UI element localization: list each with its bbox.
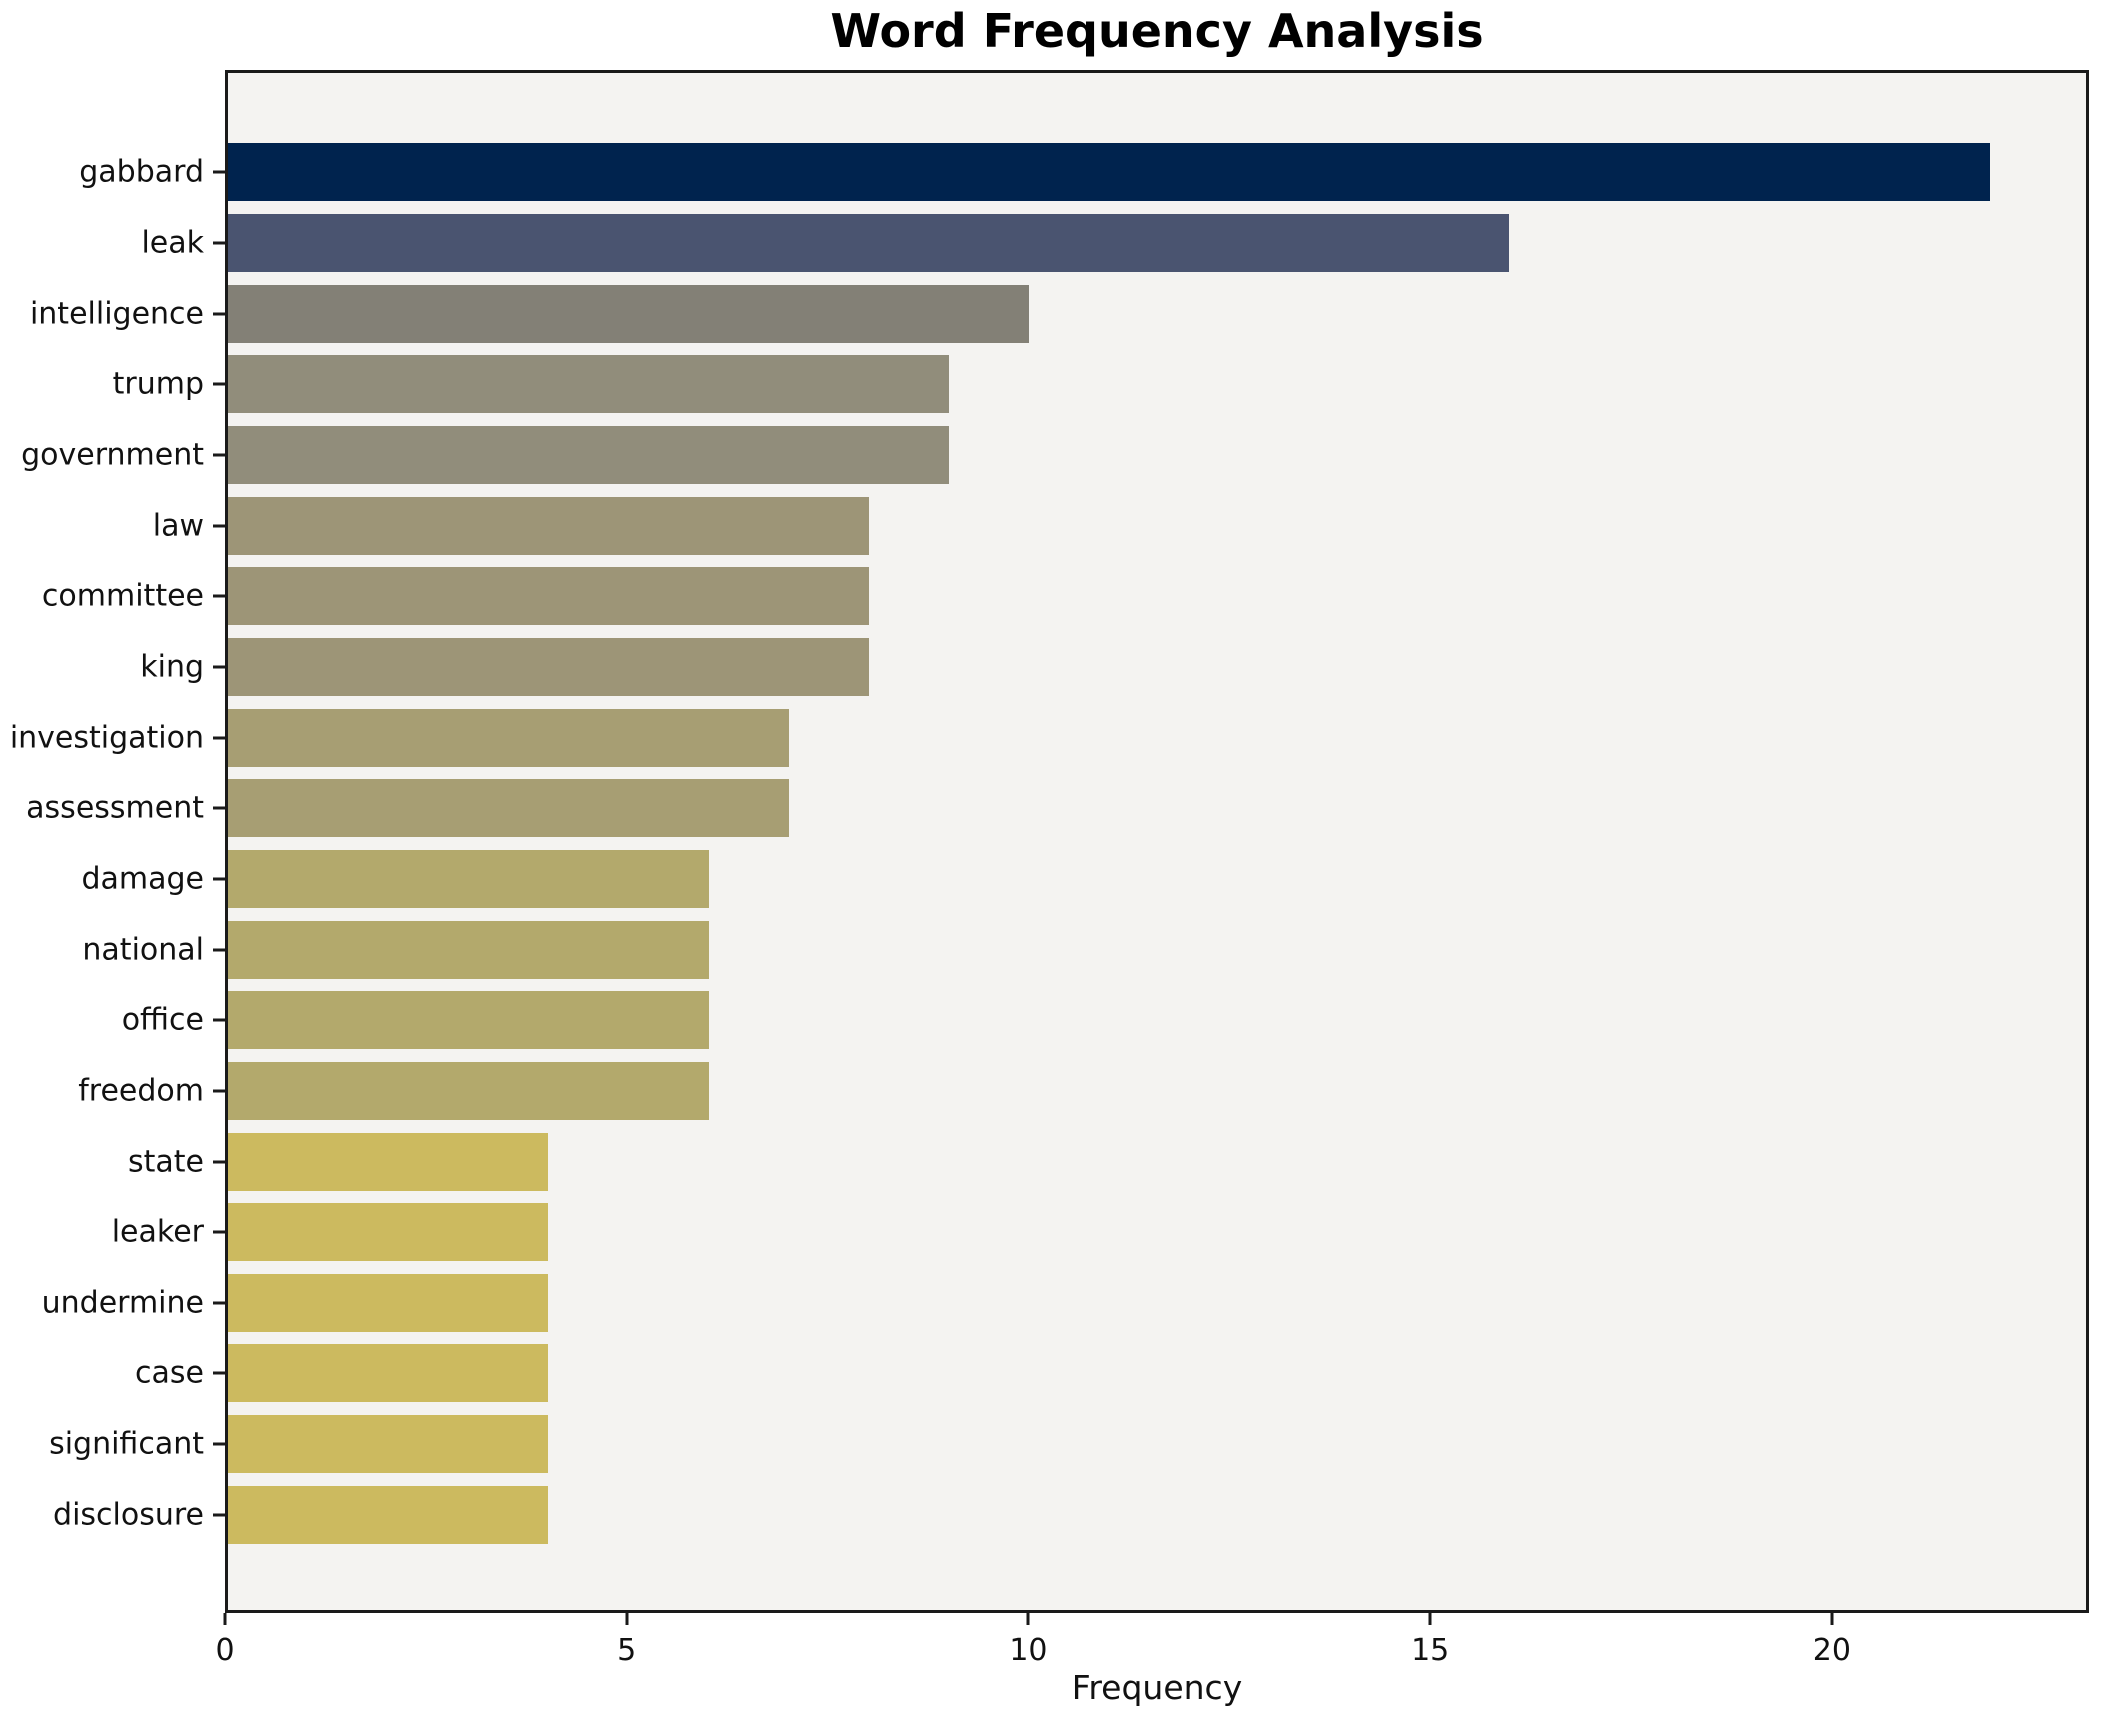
bar [228,637,869,696]
y-tick-mark [213,736,225,740]
y-tick-mark [213,1230,225,1234]
bar-row: national [82,914,2086,985]
bar-row: damage [81,844,2086,915]
y-tick-mark [213,806,225,810]
y-tick-label: gabbard [79,154,204,190]
bar [228,708,789,767]
y-tick-label: freedom [78,1073,204,1109]
y-tick-mark [213,1442,225,1446]
y-tick-label: trump [112,366,204,402]
y-tick-mark [213,524,225,528]
y-tick-label: committee [41,578,204,614]
bar [228,143,1990,202]
y-tick-label: national [82,932,204,968]
plot-area: gabbard leak intelligence trump government la… [10,70,2089,1613]
bar-row: assessment [26,773,2086,844]
y-tick-label: undermine [41,1285,204,1321]
x-tick-mark [1830,1613,1834,1625]
y-tick-label: state [128,1144,204,1180]
y-tick-label: significant [49,1426,204,1462]
bar [228,1415,549,1474]
bar [228,284,1029,343]
y-tick-mark [213,1513,225,1517]
bar [228,1203,549,1262]
bar [228,1273,549,1332]
x-axis: 0 5 10 15 20 [215,1613,2089,1683]
bar-row: investigation [10,702,2086,773]
bar-row: government [21,420,2086,491]
bar-row: trump [113,349,2086,420]
y-tick-mark [213,665,225,669]
bar-row: freedom [78,1056,2086,1127]
bar [228,425,949,484]
y-tick-label: office [121,1002,204,1038]
bar-row: state [128,1126,2086,1197]
bar-row: gabbard [79,137,2086,208]
y-tick-label: disclosure [53,1497,204,1533]
bar-row: king [140,632,2086,703]
bar-row: case [135,1338,2086,1409]
y-tick-label: case [135,1355,204,1391]
chart-title: Word Frequency Analysis [830,4,1484,58]
y-tick-label: leak [141,225,204,261]
bar-row: law [153,490,2086,561]
bar-row: undermine [42,1268,2086,1339]
bar-row: intelligence [30,278,2086,349]
y-tick-label: investigation [9,720,204,756]
bar [228,991,709,1050]
bar-row: significant [49,1409,2086,1480]
x-axis-label: Frequency [1071,1668,1243,1707]
bar [228,1132,549,1191]
y-tick-mark [213,1371,225,1375]
bar [228,496,869,555]
y-tick-mark [213,594,225,598]
y-tick-mark [213,948,225,952]
x-tick-label: 5 [617,1633,637,1668]
y-tick-mark [213,1018,225,1022]
x-tick-label: 15 [1411,1633,1450,1668]
y-tick-mark [213,170,225,174]
y-tick-label: intelligence [29,296,204,332]
x-tick-mark [1428,1613,1432,1625]
x-tick-label: 20 [1812,1633,1851,1668]
x-tick-mark [625,1613,629,1625]
bar-row: office [122,985,2086,1056]
y-tick-mark [213,877,225,881]
y-tick-label: law [152,508,204,544]
y-tick-label: king [140,649,204,685]
y-tick-label: assessment [26,790,204,826]
bar [228,779,789,838]
bar [228,920,709,979]
x-tick-label: 10 [1009,1633,1048,1668]
bar [228,213,1510,272]
bar [228,1061,709,1120]
y-tick-label: government [21,437,204,473]
bar [228,567,869,626]
bar-row: leak [141,208,2086,279]
y-tick-mark [213,241,225,245]
bar [228,1344,549,1403]
y-tick-mark [213,382,225,386]
x-tick-mark [1026,1613,1030,1625]
y-tick-mark [213,1160,225,1164]
bar-row: disclosure [53,1479,2086,1550]
y-tick-label: leaker [111,1214,204,1250]
bar [228,355,949,414]
y-tick-mark [213,1089,225,1093]
x-tick-label: 0 [215,1633,235,1668]
y-tick-mark [213,312,225,316]
y-tick-mark [213,453,225,457]
bar-row: committee [42,561,2086,632]
bar-row: leaker [112,1197,2086,1268]
y-tick-label: damage [81,861,204,897]
bar [228,1485,549,1544]
y-tick-mark [213,1301,225,1305]
x-tick-mark [223,1613,227,1625]
bars-container: gabbard leak intelligence trump government la… [10,137,2086,1550]
bar [228,849,709,908]
